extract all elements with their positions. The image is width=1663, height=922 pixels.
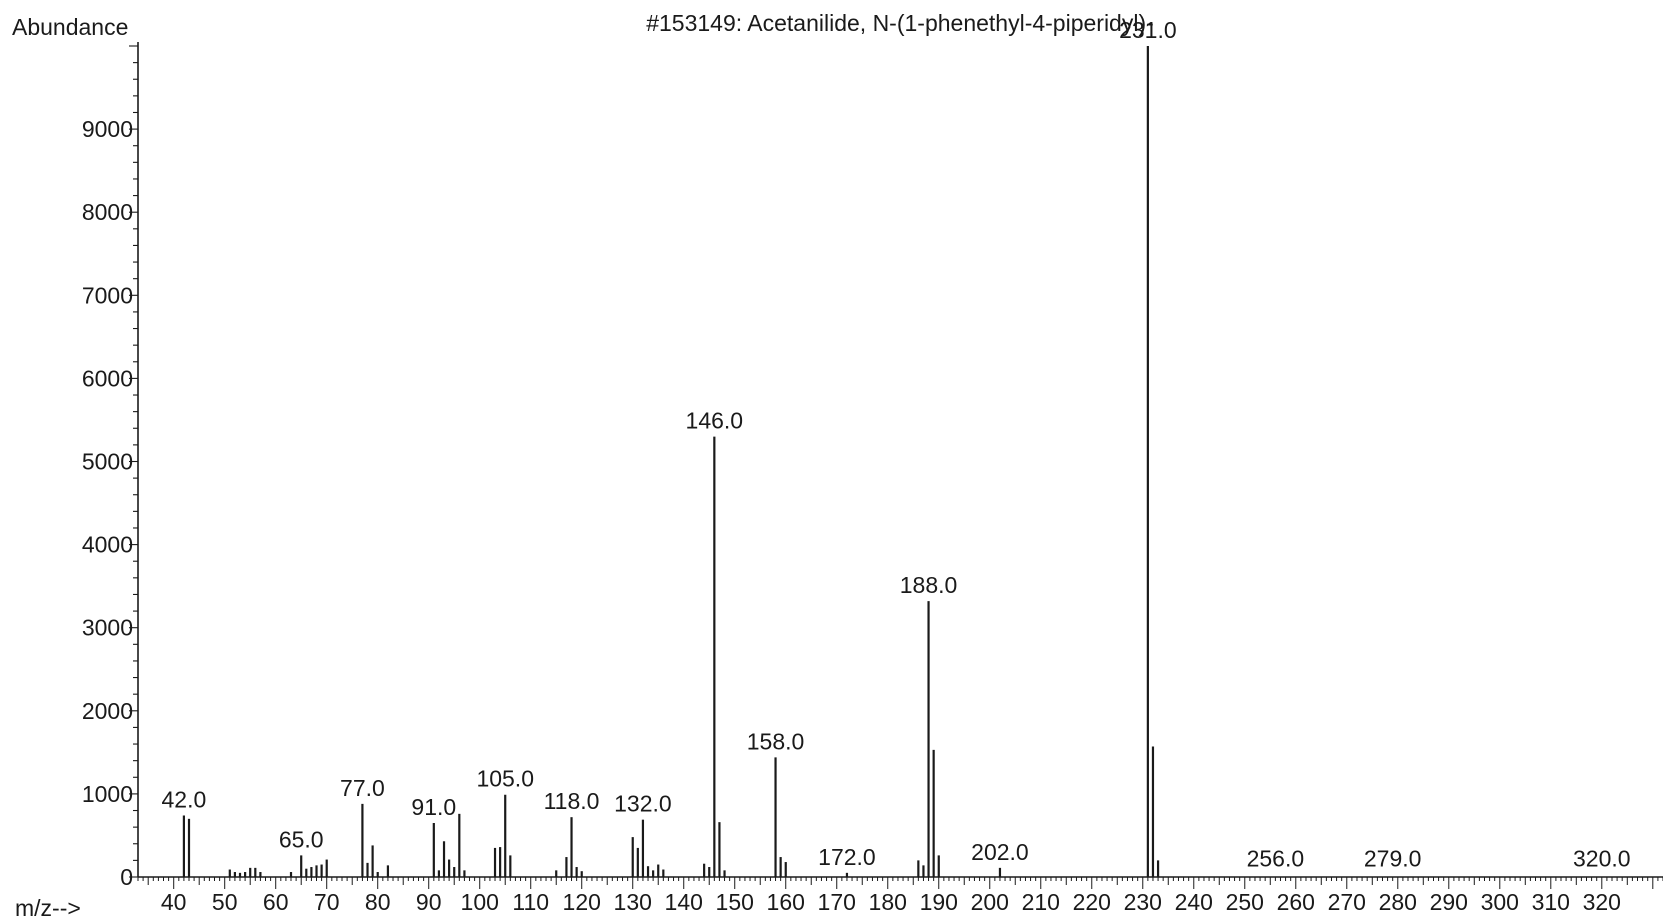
y-tick-label: 7000 bbox=[82, 282, 133, 308]
chart-title: #153149: Acetanilide, N-(1-phenethyl-4-p… bbox=[646, 10, 1154, 36]
x-tick-label: 160 bbox=[767, 889, 805, 915]
x-tick-label: 90 bbox=[416, 889, 442, 915]
peak-label: 231.0 bbox=[1119, 17, 1177, 43]
x-tick-label: 180 bbox=[869, 889, 907, 915]
x-tick-label: 310 bbox=[1532, 889, 1570, 915]
x-tick-label: 260 bbox=[1277, 889, 1315, 915]
peak-label: 105.0 bbox=[476, 766, 534, 792]
x-tick-label: 130 bbox=[614, 889, 652, 915]
x-tick-label: 80 bbox=[365, 889, 391, 915]
x-tick-label: 270 bbox=[1328, 889, 1366, 915]
y-tick-label: 9000 bbox=[82, 116, 133, 142]
x-tick-label: 140 bbox=[665, 889, 703, 915]
peaks bbox=[182, 46, 1160, 877]
x-tick-label: 280 bbox=[1379, 889, 1417, 915]
y-tick-label: 1000 bbox=[82, 781, 133, 807]
axes: 0 1000 2000 3000 4000 5000 6000 7000 8000 9000 40 5… bbox=[82, 42, 1663, 915]
peak-label: 118.0 bbox=[544, 788, 600, 814]
y-tick-label: 5000 bbox=[82, 449, 133, 475]
peak-label: 320.0 bbox=[1573, 846, 1631, 872]
x-tick-label: 70 bbox=[314, 889, 340, 915]
y-tick-label: 4000 bbox=[82, 532, 133, 558]
peak-labels: 42.0 65.0 77.0 91.0 105.0 118.0 132.0 146.0 158.… bbox=[162, 17, 1631, 872]
peak-label: 202.0 bbox=[971, 839, 1029, 865]
peak-label: 158.0 bbox=[747, 728, 805, 754]
x-axis-label: m/z--> bbox=[15, 895, 81, 921]
x-tick-label: 170 bbox=[818, 889, 856, 915]
x-tick-label: 60 bbox=[263, 889, 289, 915]
peak-label: 42.0 bbox=[162, 787, 207, 813]
y-tick-label: 0 bbox=[120, 864, 133, 890]
y-tick-label: 2000 bbox=[82, 698, 133, 724]
x-tick-label: 230 bbox=[1124, 889, 1162, 915]
x-tick-label: 200 bbox=[971, 889, 1009, 915]
peak-label: 172.0 bbox=[818, 844, 876, 870]
x-tick-label: 320 bbox=[1583, 889, 1621, 915]
x-tick-label: 40 bbox=[161, 889, 187, 915]
peak-label: 146.0 bbox=[686, 408, 744, 434]
x-tick-label: 250 bbox=[1226, 889, 1264, 915]
y-tick-label: 3000 bbox=[82, 615, 133, 641]
peak-label: 91.0 bbox=[411, 794, 456, 820]
x-tick-label: 240 bbox=[1175, 889, 1213, 915]
x-tick-label: 290 bbox=[1430, 889, 1468, 915]
x-tick-label: 300 bbox=[1481, 889, 1519, 915]
x-tick-label: 50 bbox=[212, 889, 238, 915]
peak-label: 65.0 bbox=[279, 826, 324, 852]
x-tick-label: 220 bbox=[1073, 889, 1111, 915]
peak-label: 256.0 bbox=[1247, 846, 1305, 872]
x-tick-label: 120 bbox=[563, 889, 601, 915]
x-tick-label: 100 bbox=[461, 889, 499, 915]
peak-label: 132.0 bbox=[614, 791, 672, 817]
peak-label: 279.0 bbox=[1364, 846, 1422, 872]
y-tick-label: 6000 bbox=[82, 365, 133, 391]
y-axis-label: Abundance bbox=[12, 14, 128, 40]
x-tick-label: 210 bbox=[1022, 889, 1060, 915]
peak-label: 77.0 bbox=[340, 775, 385, 801]
x-tick-label: 150 bbox=[716, 889, 754, 915]
y-tick-label: 8000 bbox=[82, 199, 133, 225]
x-tick-label: 110 bbox=[512, 889, 549, 915]
peak-label: 188.0 bbox=[900, 572, 958, 598]
x-tick-label: 190 bbox=[920, 889, 958, 915]
